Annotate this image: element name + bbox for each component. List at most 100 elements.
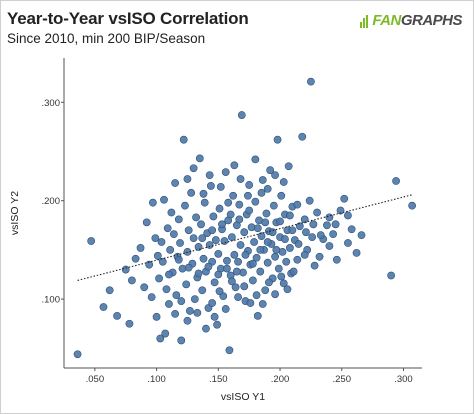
data-point [229, 191, 238, 200]
data-point [257, 232, 266, 241]
data-point [310, 261, 319, 270]
data-point [161, 329, 170, 338]
scatter-points [73, 77, 417, 359]
data-point [140, 283, 149, 292]
tick-labels: .050 .100 .150 .200 .250 .300 .100 .200 .300 [42, 98, 413, 385]
data-point [186, 307, 194, 315]
data-point [325, 213, 334, 222]
data-point [194, 243, 203, 251]
data-point [221, 305, 230, 313]
data-point [308, 233, 317, 242]
data-point [258, 300, 267, 308]
data-point [231, 283, 240, 292]
data-point [210, 278, 219, 287]
data-point [167, 208, 176, 217]
data-point [208, 226, 217, 235]
y-tick-label: .100 [42, 295, 61, 306]
data-point [209, 212, 218, 221]
data-point [163, 224, 172, 233]
data-point [266, 166, 275, 175]
data-point [160, 195, 168, 204]
data-point [256, 246, 265, 254]
data-point [344, 211, 352, 220]
data-point [246, 299, 255, 307]
data-point [208, 299, 217, 307]
data-point [250, 238, 259, 246]
data-point [184, 263, 193, 272]
data-point [153, 251, 162, 260]
data-point [263, 238, 272, 246]
data-point [347, 225, 356, 234]
x-tick-label: .150 [209, 374, 228, 385]
data-point [248, 259, 257, 268]
data-point [245, 181, 254, 189]
data-point [252, 291, 261, 300]
data-point [352, 248, 361, 257]
data-point [177, 336, 186, 345]
data-point [151, 234, 160, 242]
x-tick-label: .300 [394, 374, 413, 385]
data-point [204, 262, 213, 271]
data-point [224, 198, 233, 207]
data-point [230, 250, 239, 259]
data-point [300, 250, 309, 259]
data-point [216, 183, 225, 191]
data-point [276, 217, 284, 226]
data-point [136, 244, 145, 252]
data-point [315, 252, 324, 261]
data-point [289, 267, 298, 276]
data-point [192, 213, 200, 222]
data-point [215, 204, 224, 213]
data-point [223, 264, 231, 273]
data-point [105, 286, 114, 295]
data-point [194, 269, 203, 278]
data-point [205, 241, 214, 249]
data-point [344, 239, 352, 247]
data-point [279, 279, 288, 288]
chart-axes [63, 58, 422, 369]
data-point [158, 257, 167, 266]
data-point [271, 290, 279, 299]
data-point [183, 316, 192, 325]
data-point [306, 77, 315, 86]
data-point [127, 276, 136, 285]
data-point [210, 312, 219, 321]
data-point [286, 211, 294, 220]
data-point [387, 271, 396, 280]
data-point [235, 215, 244, 224]
data-point [145, 260, 154, 269]
y-axis-label: vsISO Y2 [9, 191, 21, 235]
data-point [313, 208, 321, 217]
data-point [200, 198, 209, 207]
data-point [258, 176, 267, 184]
data-point [221, 168, 230, 177]
data-point [408, 201, 417, 210]
data-point [113, 311, 121, 320]
data-point [251, 155, 260, 164]
data-point [293, 255, 302, 264]
data-point [236, 241, 245, 249]
data-point [189, 164, 198, 173]
data-point [283, 285, 292, 294]
data-point [235, 200, 244, 209]
data-point [256, 267, 265, 276]
data-point [271, 252, 279, 261]
data-point [309, 220, 318, 229]
data-point [171, 179, 180, 187]
data-point [316, 231, 325, 240]
x-tick-label: .200 [271, 374, 290, 385]
data-point [236, 175, 245, 183]
data-point [332, 255, 341, 264]
data-point [177, 297, 186, 305]
data-point [234, 257, 242, 266]
data-point [214, 249, 223, 258]
data-point [279, 178, 288, 186]
data-point [202, 324, 210, 333]
data-point [245, 206, 254, 215]
data-point [277, 191, 286, 200]
data-point [293, 200, 302, 209]
fangraphs-logo: FAN GRAPHS [360, 12, 463, 29]
x-tick-label: .100 [147, 374, 166, 385]
data-point [357, 231, 366, 240]
x-tick-label: .050 [86, 374, 105, 385]
